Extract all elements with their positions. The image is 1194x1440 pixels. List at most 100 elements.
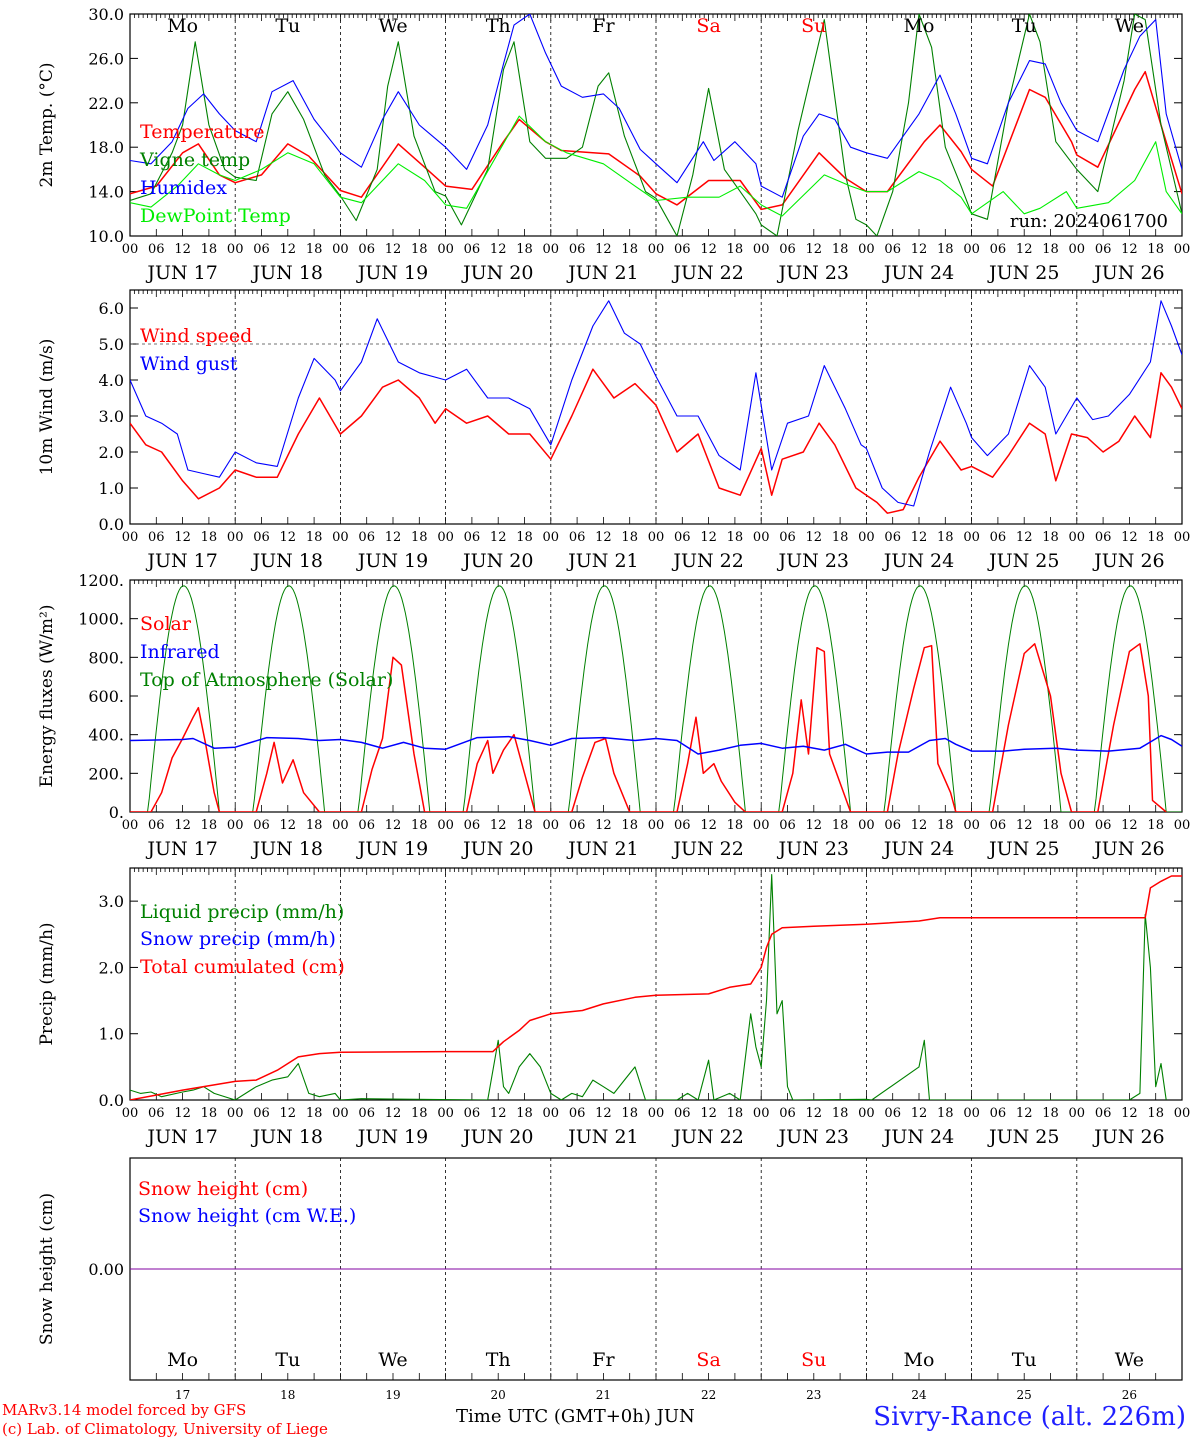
y-tick-label: 0.00 (88, 1260, 124, 1279)
hour-tick-label: 00 (963, 818, 980, 833)
hour-tick-label: 00 (648, 1106, 665, 1121)
hour-tick-label: 18 (516, 1106, 533, 1121)
date-label: JUN 26 (1092, 550, 1164, 572)
plot-area (130, 874, 1182, 1100)
hour-tick-label: 12 (385, 530, 402, 545)
hour-tick-label: 12 (806, 530, 823, 545)
date-label: JUN 22 (671, 838, 743, 860)
hour-tick-label: 18 (411, 242, 428, 257)
date-label: JUN 17 (145, 550, 217, 572)
hour-tick-label: 18 (937, 242, 954, 257)
lab-credit: (c) Lab. of Climatology, University of L… (2, 1420, 328, 1438)
hour-tick-label: 12 (385, 242, 402, 257)
hour-tick-label: 06 (148, 818, 165, 833)
hour-tick-label: 06 (1095, 242, 1112, 257)
y-axis-label: Precip (mm/h) (37, 922, 57, 1045)
hour-tick-label: 06 (779, 530, 796, 545)
hour-tick-label: 12 (595, 530, 612, 545)
date-label: JUN 18 (251, 550, 323, 572)
legend-entry: Infrared (140, 641, 220, 663)
hour-tick-label: 00 (437, 818, 454, 833)
y-tick-label: 200. (88, 764, 124, 783)
legend-entry: Wind speed (140, 325, 252, 347)
legend-entry: Total cumulated (cm) (140, 956, 345, 978)
panel-4: 0.0 1.0 2.0 3.0 Precip (mm/h) Liquid precip (… (37, 867, 1190, 1148)
hour-tick-label: 18 (832, 1106, 849, 1121)
date-label: JUN 23 (777, 262, 849, 284)
date-label: JUN 22 (671, 262, 743, 284)
date-label: JUN 25 (987, 838, 1059, 860)
hour-tick-label: 00 (122, 242, 139, 257)
hour-tick-label: 06 (464, 1106, 481, 1121)
series-solar (130, 643, 1167, 812)
hour-tick-label: 18 (621, 242, 638, 257)
date-label: JUN 23 (777, 1126, 849, 1148)
day-number-label: 19 (385, 1388, 400, 1402)
station-name: Sivry-Rance (alt. 226m) (873, 1402, 1186, 1432)
run-label: run: 2024061700 (1010, 211, 1168, 232)
hour-tick-label: 00 (1069, 530, 1086, 545)
date-label: JUN 18 (251, 838, 323, 860)
date-label: JUN 24 (882, 838, 954, 860)
hour-tick-label: 06 (884, 242, 901, 257)
date-label: JUN 18 (251, 1126, 323, 1148)
hour-tick-label: 00 (437, 530, 454, 545)
hour-tick-label: 18 (306, 1106, 323, 1121)
hour-tick-label: 12 (490, 1106, 507, 1121)
hour-tick-label: 06 (779, 242, 796, 257)
weekday-label: Tu (275, 15, 300, 37)
legend-entry: Snow precip (mm/h) (140, 928, 336, 950)
hour-tick-label: 12 (595, 1106, 612, 1121)
hour-tick-label: 06 (464, 242, 481, 257)
series-dewpoint-temp (130, 115, 1182, 217)
hour-tick-label: 18 (937, 530, 954, 545)
y-tick-label: 1000. (78, 610, 124, 629)
y-tick-label: 30.0 (88, 5, 124, 24)
y-axis-label: 2m Temp. (°C) (37, 62, 57, 187)
hour-tick-label: 18 (306, 530, 323, 545)
date-label: JUN 19 (356, 838, 428, 860)
x-axis-title: Time UTC (GMT+0h) JUN (456, 1406, 695, 1427)
weekday-label: Tu (275, 1349, 300, 1371)
legend-entry: Top of Atmosphere (Solar) (140, 669, 393, 691)
legend-entry: Temperature (140, 121, 264, 143)
hour-tick-label: 00 (753, 530, 770, 545)
hour-tick-label: 18 (411, 818, 428, 833)
hour-tick-label: 12 (174, 1106, 191, 1121)
y-tick-label: 18.0 (88, 138, 124, 157)
hour-tick-label: 18 (621, 530, 638, 545)
hour-tick-label: 18 (201, 818, 218, 833)
hour-tick-label: 00 (332, 1106, 349, 1121)
date-label: JUN 19 (356, 1126, 428, 1148)
hour-tick-label: 06 (358, 530, 375, 545)
hour-tick-label: 00 (437, 242, 454, 257)
legend-entry: DewPoint Temp (140, 205, 291, 227)
date-label: JUN 17 (145, 838, 217, 860)
hour-tick-label: 06 (1095, 1106, 1112, 1121)
hour-tick-label: 12 (1016, 530, 1033, 545)
hour-tick-label: 12 (1016, 242, 1033, 257)
date-label: JUN 25 (987, 550, 1059, 572)
hour-tick-label: 00 (332, 818, 349, 833)
hour-tick-label: 00 (858, 530, 875, 545)
date-label: JUN 26 (1092, 1126, 1164, 1148)
hour-tick-label: 06 (884, 818, 901, 833)
hour-tick-label: 06 (779, 1106, 796, 1121)
hour-tick-label: 12 (1121, 818, 1138, 833)
date-label: JUN 19 (356, 262, 428, 284)
hour-tick-label: 00 (227, 818, 244, 833)
hour-tick-label: 06 (569, 530, 586, 545)
hour-tick-label: 00 (227, 530, 244, 545)
hour-tick-label: 00 (858, 1106, 875, 1121)
hour-tick-label: 12 (385, 1106, 402, 1121)
hour-tick-label: 12 (174, 818, 191, 833)
hour-tick-label: 12 (700, 530, 717, 545)
hour-tick-label: 18 (411, 530, 428, 545)
weekday-label: Th (486, 15, 511, 37)
y-tick-label: 2.0 (99, 443, 124, 462)
hour-tick-label: 12 (911, 242, 928, 257)
hour-tick-label: 18 (306, 818, 323, 833)
hour-tick-label: 18 (832, 818, 849, 833)
hour-tick-label: 00 (543, 1106, 560, 1121)
